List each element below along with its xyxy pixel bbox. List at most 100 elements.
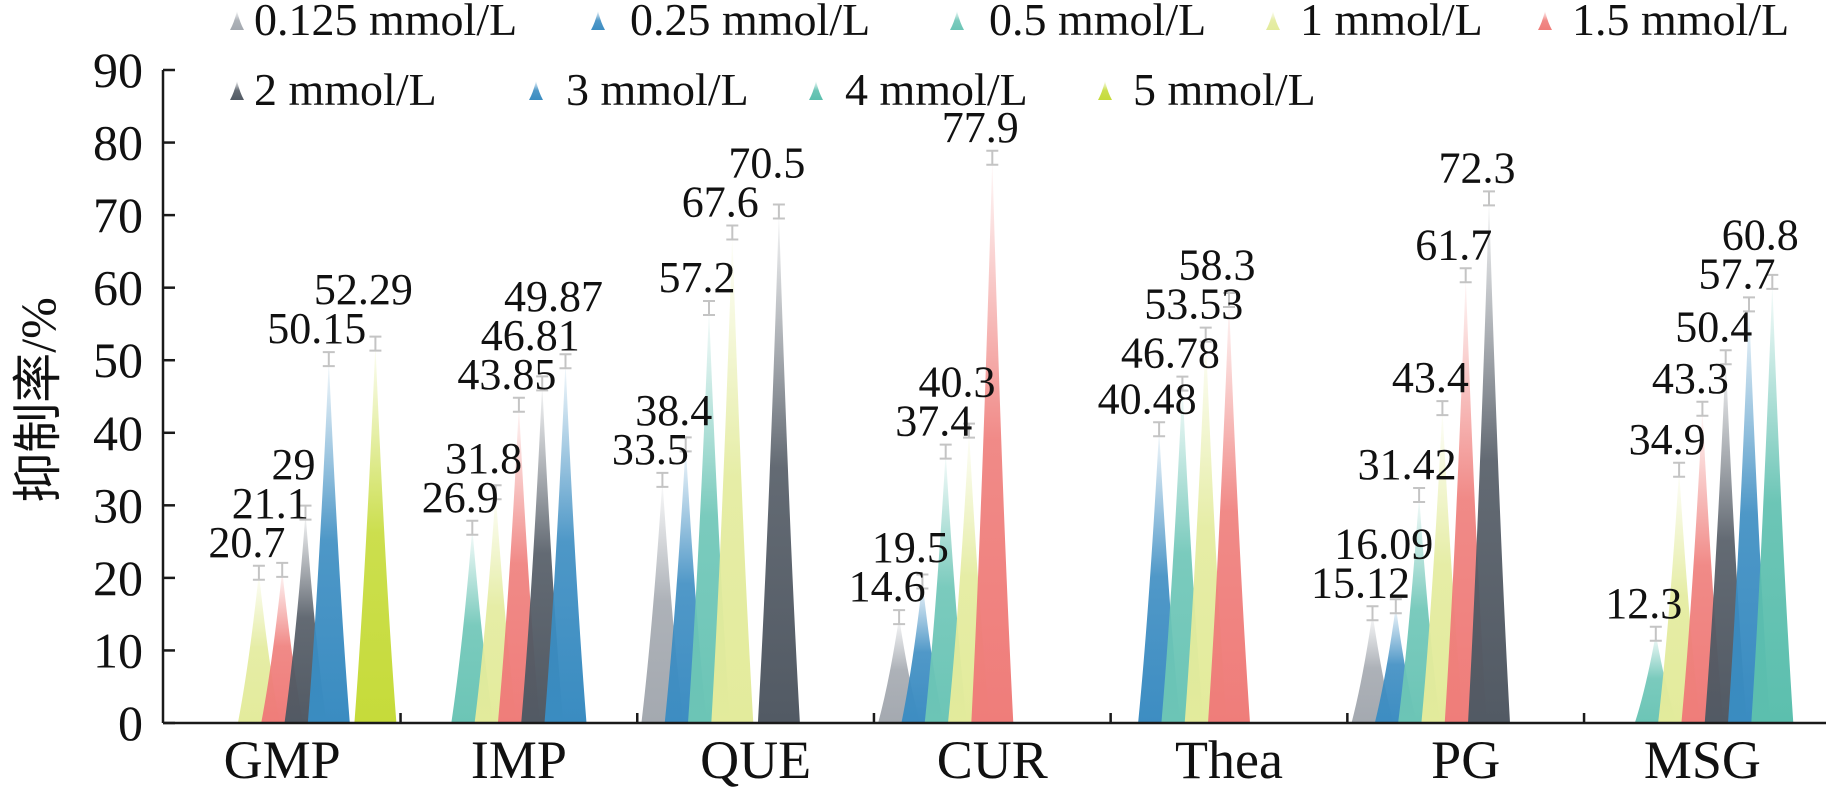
x-category-label-cur: CUR: [937, 730, 1048, 790]
data-label-msg-1-5-mmol-l: 43.3: [1652, 354, 1729, 403]
error-bar-imp-0-5-mmol-l: [466, 519, 479, 536]
error-bar-que-0-125-mmol-l: [656, 471, 669, 488]
legend-marker-3-mmol-l: [529, 81, 543, 100]
data-label-gmp-5-mmol-l: 52.29: [314, 265, 413, 314]
data-label-gmp-1-mmol-l: 20.7: [208, 518, 285, 567]
x-category-label-pg: PG: [1431, 730, 1500, 790]
error-bar-thea-0-25-mmol-l: [1153, 421, 1166, 438]
legend-label-3-mmol-l: 3 mmol/L: [566, 64, 749, 115]
legend-item-2-mmol-l: 2 mmol/L: [230, 64, 437, 115]
error-bar-pg-0-125-mmol-l: [1366, 605, 1379, 622]
error-bar-msg-0-5-mmol-l: [1649, 625, 1662, 642]
data-label-gmp-3-mmol-l: 50.15: [267, 304, 366, 353]
data-label-thea-1-mmol-l: 53.53: [1144, 280, 1243, 329]
y-tick-label-50: 50: [93, 332, 143, 388]
spike-msg-4-mmol-l: [1751, 281, 1794, 723]
legend-marker-4-mmol-l: [809, 81, 823, 100]
y-tick-label-0: 0: [118, 695, 143, 751]
error-bar-cur-0-125-mmol-l: [893, 609, 906, 626]
error-bars: [252, 149, 1779, 642]
error-bar-que-0-25-mmol-l: [679, 436, 692, 453]
data-label-imp-0-5-mmol-l: 26.9: [422, 473, 499, 522]
error-bar-que-1-mmol-l: [726, 224, 739, 241]
error-bar-imp-1-5-mmol-l: [512, 396, 525, 413]
data-label-gmp-2-mmol-l: 29: [272, 440, 316, 489]
legend-marker-0-5-mmol-l: [950, 11, 964, 30]
y-axis-ticks: 0 10 20 30 40 50 60 70 80 90: [93, 42, 175, 751]
x-category-label-msg: MSG: [1644, 730, 1761, 790]
error-bar-pg-0-25-mmol-l: [1389, 598, 1402, 615]
legend-marker-5-mmol-l: [1098, 81, 1112, 100]
legend-label-1-5-mmol-l: 1.5 mmol/L: [1572, 0, 1789, 45]
error-bar-pg-1-5-mmol-l: [1459, 267, 1472, 284]
data-label-imp-2-mmol-l: 46.81: [481, 311, 580, 360]
data-label-thea-0-25-mmol-l: 40.48: [1098, 374, 1197, 423]
error-bar-imp-2-mmol-l: [536, 375, 549, 392]
error-bar-gmp-5-mmol-l: [369, 335, 382, 352]
data-label-msg-4-mmol-l: 60.8: [1722, 210, 1799, 259]
x-category-label-gmp: GMP: [224, 730, 341, 790]
legend-label-4-mmol-l: 4 mmol/L: [845, 64, 1028, 115]
legend-marker-0-25-mmol-l: [591, 11, 605, 30]
y-tick-label-30: 30: [93, 477, 143, 533]
legend-marker-0-125-mmol-l: [230, 11, 244, 30]
legend-marker-1-5-mmol-l: [1538, 11, 1552, 30]
data-label-cur-0-125-mmol-l: 14.6: [849, 562, 926, 611]
y-tick-label-90: 90: [93, 42, 143, 98]
x-category-label-que: QUE: [700, 730, 811, 790]
error-bar-msg-1-5-mmol-l: [1696, 400, 1709, 417]
y-tick-label-80: 80: [93, 115, 143, 171]
data-label-cur-1-mmol-l: 40.3: [919, 358, 996, 407]
error-bar-pg-0-5-mmol-l: [1413, 487, 1426, 503]
x-axis-categories: GMP IMP QUE CUR Thea PG MSG: [224, 730, 1761, 790]
data-label-msg-0-5-mmol-l: 12.3: [1605, 579, 1682, 628]
legend-item-0-25-mmol-l: 0.25 mmol/L: [591, 0, 870, 45]
legend-item-1-5-mmol-l: 1.5 mmol/L: [1538, 0, 1789, 45]
legend-label-0-5-mmol-l: 0.5 mmol/L: [989, 0, 1206, 45]
spike-que-2-mmol-l: [757, 211, 800, 723]
y-tick-label-20: 20: [93, 550, 143, 606]
data-label-gmp-1-5-mmol-l: 21.1: [232, 479, 309, 528]
data-label-imp-3-mmol-l: 49.87: [504, 272, 603, 321]
y-tick-label-10: 10: [93, 622, 143, 678]
error-bar-pg-1-mmol-l: [1436, 400, 1449, 417]
data-label-pg-0-5-mmol-l: 31.42: [1358, 440, 1457, 489]
error-bar-cur-0-25-mmol-l: [916, 573, 929, 590]
data-label-pg-1-mmol-l: 43.4: [1392, 353, 1469, 402]
data-label-cur-0-5-mmol-l: 37.4: [895, 397, 972, 446]
error-bar-msg-2-mmol-l: [1719, 349, 1732, 366]
data-label-pg-2-mmol-l: 72.3: [1439, 143, 1516, 192]
data-label-que-0-5-mmol-l: 57.2: [659, 253, 736, 302]
data-label-thea-0-5-mmol-l: 46.78: [1121, 329, 1220, 378]
legend-item-5-mmol-l: 5 mmol/L: [1098, 64, 1316, 115]
legend-label-0-125-mmol-l: 0.125 mmol/L: [254, 0, 517, 45]
legend-marker-2-mmol-l: [230, 81, 244, 100]
data-label-que-0-125-mmol-l: 33.5: [612, 425, 689, 474]
data-label-cur-1-5-mmol-l: 77.9: [942, 103, 1019, 152]
x-category-label-imp: IMP: [471, 730, 567, 790]
spike-gmp-5-mmol-l: [354, 343, 397, 723]
legend: 0.125 mmol/L 0.25 mmol/L 0.5 mmol/L 1 mmol/…: [230, 0, 1789, 115]
x-category-label-thea: Thea: [1175, 730, 1283, 790]
legend-label-2-mmol-l: 2 mmol/L: [254, 64, 437, 115]
data-label-que-1-mmol-l: 67.6: [682, 178, 759, 227]
data-label-pg-1-5-mmol-l: 61.7: [1415, 220, 1492, 269]
error-bar-imp-3-mmol-l: [559, 353, 572, 370]
legend-item-0-5-mmol-l: 0.5 mmol/L: [950, 0, 1206, 45]
y-axis-title: 抑制率/%: [10, 297, 66, 503]
error-bar-msg-1-mmol-l: [1673, 461, 1686, 478]
error-bar-imp-1-mmol-l: [489, 484, 502, 501]
error-bar-thea-1-mmol-l: [1199, 326, 1212, 343]
error-bar-cur-1-5-mmol-l: [986, 149, 999, 166]
legend-label-1-mmol-l: 1 mmol/L: [1300, 0, 1483, 45]
legend-item-4-mmol-l: 4 mmol/L: [809, 64, 1028, 115]
legend-item-1-mmol-l: 1 mmol/L: [1266, 0, 1483, 45]
data-label-que-2-mmol-l: 70.5: [728, 139, 805, 188]
spike-gmp-3-mmol-l: [307, 359, 350, 723]
data-label-msg-2-mmol-l: 50.4: [1675, 302, 1752, 351]
error-bar-msg-3-mmol-l: [1743, 296, 1755, 313]
spike-pg-2-mmol-l: [1468, 198, 1510, 723]
